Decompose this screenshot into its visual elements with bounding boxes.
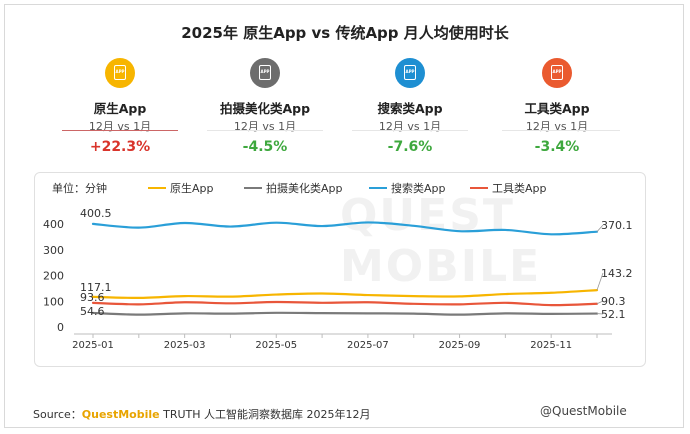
start-value-label: 54.6 — [80, 305, 105, 318]
series-line — [91, 300, 599, 307]
kpi-change: -4.5% — [242, 139, 288, 155]
start-value-label: 93.6 — [80, 291, 105, 304]
kpi-change: -7.6% — [387, 139, 433, 155]
chart-title: 2025年 原生App vs 传统App 月人均使用时长 — [181, 24, 509, 42]
app-icon: APP — [105, 58, 135, 88]
kpi-period: 12月 vs 1月 — [378, 120, 442, 133]
source-note: Source：QuestMobile TRUTH 人工智能洞察数据库 2025年… — [33, 406, 371, 422]
kpi-change: +22.3% — [89, 139, 151, 155]
y-tick-label: 400 — [43, 218, 64, 231]
watermark: @QuestMobile — [540, 404, 627, 418]
start-value-label: 400.5 — [80, 207, 112, 220]
series-line — [91, 289, 599, 300]
y-tick-label: 0 — [57, 321, 64, 334]
kpi-change: -3.4% — [534, 139, 580, 155]
end-value-label: 52.1 — [601, 308, 626, 321]
kpi-period: 12月 vs 1月 — [525, 120, 589, 133]
kpi-divider — [502, 130, 620, 131]
source-rest: TRUTH 人工智能洞察数据库 2025年12月 — [159, 408, 371, 421]
kpi-name: 拍摄美化类App — [219, 101, 311, 116]
kpi-divider — [207, 130, 323, 131]
icon-text: APP — [405, 69, 415, 74]
kpi-divider — [352, 130, 468, 131]
x-tick-label: 2025-11 — [530, 340, 572, 351]
end-label-leader — [596, 300, 604, 305]
legend-label: 拍摄美化类App — [266, 181, 343, 195]
icon-text: APP — [552, 69, 562, 74]
kpi-name: 工具类App — [524, 101, 590, 116]
end-label-leader — [596, 224, 604, 232]
source-prefix: Source： — [33, 408, 82, 421]
background-logo-mark: QUEST MOBILE — [340, 190, 542, 292]
x-tick-label: 2025-09 — [439, 340, 481, 351]
icon-text: APP — [115, 69, 125, 74]
end-value-label: 90.3 — [601, 295, 626, 308]
y-tick-label: 100 — [43, 295, 64, 308]
x-tick-label: 2025-07 — [347, 340, 389, 351]
end-label-leader — [596, 272, 604, 291]
end-value-label: 370.1 — [601, 219, 633, 232]
icon-text: APP — [260, 69, 270, 74]
kpi-card: APP 拍摄美化类App 12月 vs 1月 — [205, 58, 325, 134]
kpi-period: 12月 vs 1月 — [233, 120, 297, 133]
end-value-label: 143.2 — [601, 267, 633, 280]
kpi-card: APP 搜索类App 12月 vs 1月 — [350, 58, 470, 134]
x-tick-label: 2025-03 — [164, 340, 206, 351]
kpi-name: 搜索类App — [377, 101, 443, 116]
legend-label: 原生App — [170, 181, 214, 195]
kpi-card: APP 工具类App 12月 vs 1月 — [497, 58, 617, 134]
unit-label: 单位：分钟 — [52, 181, 107, 195]
legend-label: 工具类App — [492, 181, 547, 195]
y-tick-label: 200 — [43, 270, 64, 283]
kpi-period: 12月 vs 1月 — [88, 120, 152, 133]
series-line — [91, 221, 599, 236]
y-tick-label: 300 — [43, 244, 64, 257]
series-line — [91, 311, 599, 316]
legend-label: 搜索类App — [391, 181, 446, 195]
x-tick-label: 2025-01 — [72, 340, 114, 351]
app-icon: APP — [542, 58, 572, 88]
kpi-name: 原生App — [93, 101, 147, 116]
x-tick-label: 2025-05 — [255, 340, 297, 351]
kpi-divider — [62, 130, 178, 131]
app-icon: APP — [395, 58, 425, 88]
app-icon: APP — [250, 58, 280, 88]
kpi-card: APP 原生App 12月 vs 1月 — [60, 58, 180, 134]
source-brand: QuestMobile — [81, 408, 160, 421]
start-value-label: 117.1 — [80, 281, 112, 294]
